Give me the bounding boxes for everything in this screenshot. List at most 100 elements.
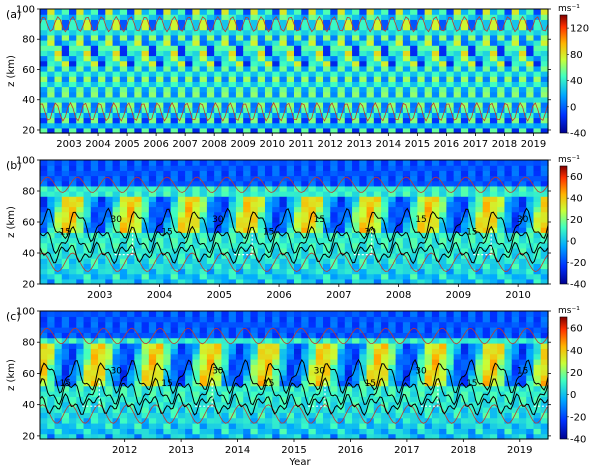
heatmap-cell <box>308 117 317 124</box>
heatmap-cell <box>344 359 353 365</box>
heatmap-cell <box>192 201 201 208</box>
heatmap-cell <box>417 60 426 67</box>
heatmap-cell <box>352 359 360 365</box>
heatmap-cell <box>98 40 106 46</box>
heatmap-cell <box>221 196 230 202</box>
heatmap-cell <box>308 375 317 381</box>
heatmap-cell <box>395 321 404 328</box>
heatmap-cell <box>54 316 63 323</box>
heatmap-cell <box>381 206 389 213</box>
heatmap-cell <box>497 268 506 275</box>
heatmap-cell <box>323 81 331 88</box>
heatmap-cell <box>163 96 172 103</box>
heatmap-cell <box>533 122 542 129</box>
heatmap-cell <box>235 34 244 41</box>
heatmap-cell <box>344 102 353 108</box>
heatmap-cell <box>366 311 375 317</box>
heatmap-cell <box>337 122 346 129</box>
heatmap-cell <box>468 96 477 103</box>
heatmap-cell <box>373 180 382 187</box>
heatmap-cell <box>257 117 266 124</box>
heatmap-cell <box>47 258 56 264</box>
heatmap-cell <box>119 407 128 413</box>
heatmap-cell <box>199 55 208 62</box>
heatmap-cell <box>475 102 484 108</box>
heatmap-cell <box>388 196 397 202</box>
heatmap-cell <box>388 222 397 228</box>
heatmap-cell <box>112 396 121 403</box>
heatmap-cell <box>431 96 440 103</box>
heatmap-cell <box>460 96 469 103</box>
heatmap-cell <box>272 55 281 62</box>
heatmap-cell <box>243 206 252 213</box>
heatmap-cell <box>257 412 266 419</box>
heatmap-cell <box>177 86 186 93</box>
heatmap-cell <box>105 327 114 333</box>
heatmap-cell <box>156 253 164 259</box>
heatmap-cell <box>185 227 193 233</box>
heatmap-cell <box>381 216 389 223</box>
heatmap-cell <box>163 117 172 124</box>
heatmap-cell <box>366 380 375 387</box>
heatmap-cell <box>518 268 527 275</box>
heatmap-cell <box>388 191 397 197</box>
heatmap-cell <box>446 19 455 26</box>
heatmap-cell <box>482 211 491 218</box>
heatmap-cell <box>359 60 368 67</box>
heatmap-cell <box>170 50 179 57</box>
heatmap-cell <box>235 407 244 413</box>
heatmap-cell <box>337 160 346 166</box>
heatmap-cell <box>264 428 273 435</box>
heatmap-cell <box>83 278 92 285</box>
heatmap-cell <box>76 407 85 413</box>
heatmap-cell <box>352 180 360 187</box>
heatmap-cell <box>105 222 114 228</box>
heatmap-cell <box>337 206 346 213</box>
heatmap-cell <box>54 40 63 46</box>
heatmap-cell <box>83 385 92 392</box>
heatmap-cell <box>381 311 389 317</box>
heatmap-cell <box>497 117 506 124</box>
heatmap-cell <box>460 9 469 15</box>
heatmap-cell <box>294 127 302 134</box>
heatmap-cell <box>69 332 77 339</box>
heatmap-cell <box>243 65 252 72</box>
heatmap-cell <box>76 24 85 31</box>
heatmap-cell <box>395 348 404 355</box>
heatmap-cell <box>439 253 447 259</box>
heatmap-cell <box>112 423 121 429</box>
heatmap-cell <box>272 263 281 270</box>
heatmap-cell <box>308 222 317 228</box>
heatmap-cell <box>540 170 549 177</box>
heatmap-cell <box>308 364 317 371</box>
heatmap-cell <box>286 201 295 208</box>
heatmap-cell <box>446 222 455 228</box>
heatmap-cell <box>359 364 368 371</box>
heatmap-cell <box>526 185 535 192</box>
heatmap-cell <box>264 191 273 197</box>
heatmap-cell <box>61 71 70 77</box>
heatmap-cell <box>410 40 418 46</box>
heatmap-cell <box>221 353 230 360</box>
heatmap-cell <box>61 107 70 113</box>
heatmap-cell <box>489 185 498 192</box>
heatmap-cell <box>69 102 77 108</box>
heatmap-cell <box>69 40 77 46</box>
heatmap-cell <box>98 321 106 328</box>
heatmap-cell <box>482 327 491 333</box>
heatmap-cell <box>337 391 346 397</box>
heatmap-cell <box>134 50 143 57</box>
heatmap-cell <box>504 227 513 233</box>
heatmap-cell <box>199 196 208 202</box>
heatmap-cell <box>170 201 179 208</box>
heatmap-cell <box>460 222 469 228</box>
heatmap-cell <box>250 343 259 349</box>
heatmap-cell <box>235 29 244 36</box>
heatmap-cell <box>402 60 411 67</box>
heatmap-cell <box>134 222 143 228</box>
heatmap-cell <box>344 396 353 403</box>
heatmap-cell <box>402 359 411 365</box>
heatmap-cell <box>315 412 324 419</box>
heatmap-cell <box>301 206 310 213</box>
